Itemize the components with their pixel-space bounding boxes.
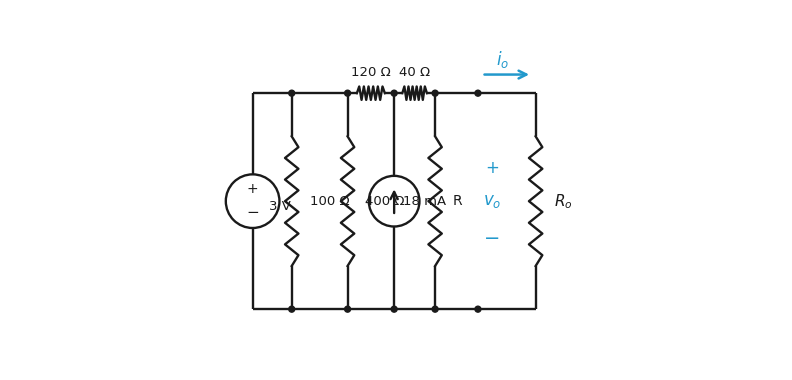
Text: $i_o$: $i_o$ xyxy=(497,49,510,70)
Circle shape xyxy=(345,90,351,96)
Text: 100 Ω: 100 Ω xyxy=(310,195,349,208)
Text: 120 Ω: 120 Ω xyxy=(351,66,390,79)
Text: 400 Ω: 400 Ω xyxy=(365,195,405,208)
Circle shape xyxy=(345,306,351,312)
Circle shape xyxy=(289,306,295,312)
Text: 40 Ω: 40 Ω xyxy=(399,66,430,79)
Text: −: − xyxy=(484,229,500,248)
Circle shape xyxy=(432,306,438,312)
Circle shape xyxy=(432,90,438,96)
Text: −: − xyxy=(246,205,259,220)
Circle shape xyxy=(391,90,397,96)
Text: 3 V: 3 V xyxy=(269,200,291,213)
Circle shape xyxy=(475,90,481,96)
Circle shape xyxy=(391,306,397,312)
Text: 18 mA: 18 mA xyxy=(403,195,447,208)
Text: $v_o$: $v_o$ xyxy=(482,192,501,210)
Text: R: R xyxy=(453,194,463,208)
Circle shape xyxy=(289,90,295,96)
Text: +: + xyxy=(247,182,258,196)
Circle shape xyxy=(475,306,481,312)
Text: +: + xyxy=(485,159,499,177)
Text: $R_o$: $R_o$ xyxy=(554,192,572,211)
